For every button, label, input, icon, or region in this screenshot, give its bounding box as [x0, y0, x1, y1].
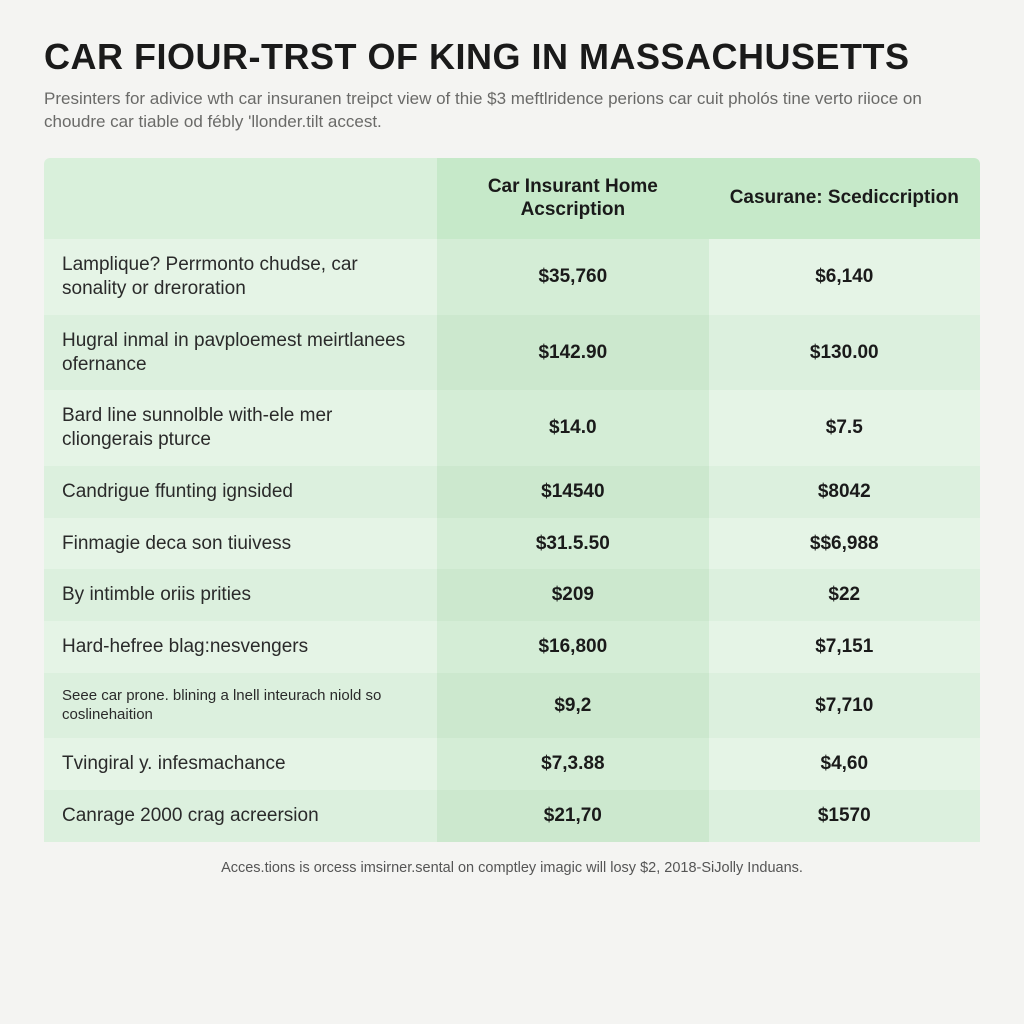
row-value-1: $31.5.50 [437, 518, 708, 570]
col-header-blank [44, 158, 437, 240]
row-value-1: $7,3.88 [437, 738, 708, 790]
table-row: Candrigue ffunting ignsided$14540$8042 [44, 466, 980, 518]
comparison-table: Car Insurant Home Acscription Casurane: … [44, 158, 980, 842]
row-value-1: $14540 [437, 466, 708, 518]
row-label: Tvingiral y. infesmachance [44, 738, 437, 790]
row-value-2: $1570 [709, 790, 980, 842]
row-value-2: $22 [709, 569, 980, 621]
row-value-2: $130.00 [709, 315, 980, 391]
row-value-2: $8042 [709, 466, 980, 518]
row-label: Hugral inmal in pavploemest meirtlanees … [44, 315, 437, 391]
row-value-1: $14.0 [437, 390, 708, 466]
row-value-2: $7,710 [709, 673, 980, 739]
row-value-2: $4,60 [709, 738, 980, 790]
row-value-1: $21,70 [437, 790, 708, 842]
row-value-2: $$6,988 [709, 518, 980, 570]
row-label: Candrigue ffunting ignsided [44, 466, 437, 518]
row-value-1: $35,760 [437, 239, 708, 315]
table-row: Seee car prone. blining a lnell inteurac… [44, 673, 980, 739]
table-row: Bard line sunnolble with-ele mer clionge… [44, 390, 980, 466]
row-value-1: $9,2 [437, 673, 708, 739]
row-value-1: $16,800 [437, 621, 708, 673]
table-footnote: Acces.tions is orcess imsirner.sental on… [44, 842, 980, 876]
col-header-2: Casurane: Scediccription [709, 158, 980, 240]
table-row: Hard-hefree blag:nesvengers$16,800$7,151 [44, 621, 980, 673]
table-row: Lamplique? Perrmonto chudse, car sonalit… [44, 239, 980, 315]
row-value-2: $7.5 [709, 390, 980, 466]
col-header-1: Car Insurant Home Acscription [437, 158, 708, 240]
table-header-row: Car Insurant Home Acscription Casurane: … [44, 158, 980, 240]
table-row: Hugral inmal in pavploemest meirtlanees … [44, 315, 980, 391]
row-value-1: $142.90 [437, 315, 708, 391]
row-label: Hard-hefree blag:nesvengers [44, 621, 437, 673]
row-label: Canrage 2000 crag acreersion [44, 790, 437, 842]
row-label: Seee car prone. blining a lnell inteurac… [44, 673, 437, 739]
table-row: Canrage 2000 crag acreersion$21,70$1570 [44, 790, 980, 842]
row-label: By intimble oriis prities [44, 569, 437, 621]
page-subtitle: Presinters for adivice wth car insuranen… [44, 88, 964, 134]
row-label: Bard line sunnolble with-ele mer clionge… [44, 390, 437, 466]
row-value-2: $6,140 [709, 239, 980, 315]
row-value-1: $209 [437, 569, 708, 621]
row-label: Lamplique? Perrmonto chudse, car sonalit… [44, 239, 437, 315]
page-title: CAR FIOUR-TRST OF KING IN MASSACHUSETTS [44, 36, 980, 78]
table-row: Finmagie deca son tiuivess$31.5.50$$6,98… [44, 518, 980, 570]
row-value-2: $7,151 [709, 621, 980, 673]
table-row: By intimble oriis prities$209$22 [44, 569, 980, 621]
table-row: Tvingiral y. infesmachance$7,3.88$4,60 [44, 738, 980, 790]
row-label: Finmagie deca son tiuivess [44, 518, 437, 570]
